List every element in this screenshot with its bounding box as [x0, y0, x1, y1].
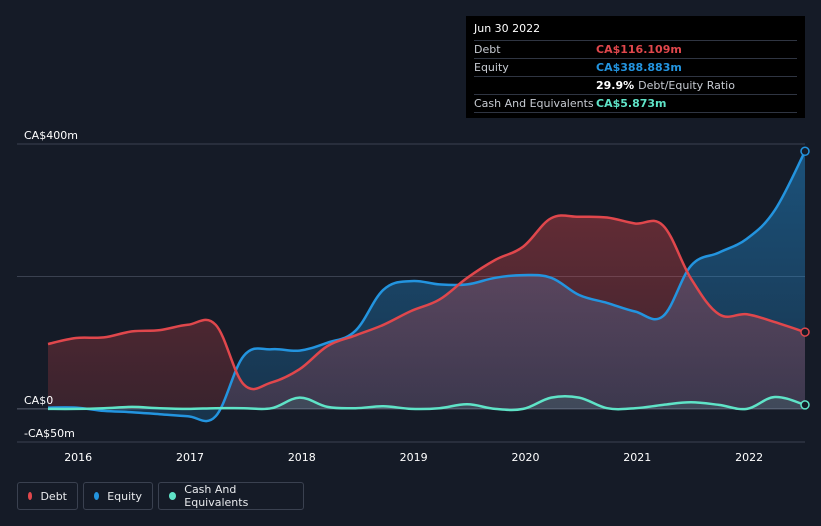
- tooltip-row-cash: Cash And Equivalents CA$5.873m: [474, 94, 797, 113]
- tooltip-row-ratio: 29.9% Debt/Equity Ratio: [474, 76, 797, 94]
- legend-cash-label: Cash And Equivalents: [184, 483, 249, 509]
- legend-equity-label: Equity: [107, 489, 142, 503]
- y-tick-label: -CA$50m: [24, 427, 75, 440]
- x-tick-label: 2016: [64, 451, 92, 464]
- y-tick-label: CA$0: [24, 394, 53, 407]
- x-tick-label: 2019: [400, 451, 428, 464]
- equity-end-marker: [800, 146, 810, 157]
- legend-item-debt[interactable]: Debt: [17, 482, 78, 510]
- x-tick-label: 2018: [288, 451, 316, 464]
- cash-area: [48, 396, 805, 410]
- tooltip-debt-label: Debt: [474, 43, 501, 56]
- legend-debt-label: Debt: [40, 489, 67, 503]
- tooltip-equity-label: Equity: [474, 61, 509, 74]
- debt-line: [47, 214, 806, 391]
- legend-item-equity[interactable]: Equity: [83, 482, 153, 510]
- tooltip-cash-value: CA$5.873m: [596, 97, 667, 110]
- tooltip-row-equity: Equity CA$388.883m: [474, 58, 797, 76]
- tooltip-date: Jun 30 2022: [474, 22, 541, 35]
- tooltip-cash-label: Cash And Equivalents: [474, 97, 594, 110]
- debt-dot-icon: [28, 492, 33, 500]
- cash-line: [47, 394, 806, 412]
- x-tick-label: 2020: [511, 451, 539, 464]
- cash-dot-icon: [169, 492, 177, 500]
- x-tick-label: 2021: [623, 451, 651, 464]
- tooltip-ratio-value: 29.9%: [596, 79, 635, 92]
- tooltip-equity-value: CA$388.883m: [596, 61, 682, 74]
- tooltip-ratio-label: Debt/Equity Ratio: [638, 79, 735, 92]
- debt-end-marker: [800, 327, 810, 337]
- cash-end-marker: [800, 400, 810, 410]
- equity-line: [47, 150, 807, 423]
- data-tooltip: Jun 30 2022 Debt CA$116.109m Equity CA$3…: [466, 16, 805, 118]
- tooltip-row-debt: Debt CA$116.109m: [474, 40, 797, 58]
- tooltip-debt-value: CA$116.109m: [596, 43, 682, 56]
- debt-area: [48, 215, 805, 409]
- x-tick-label: 2017: [176, 451, 204, 464]
- legend-item-cash[interactable]: Cash And Equivalents: [158, 482, 304, 510]
- y-tick-label: CA$400m: [24, 129, 78, 142]
- x-tick-label: 2022: [735, 451, 763, 464]
- equity-dot-icon: [94, 492, 100, 500]
